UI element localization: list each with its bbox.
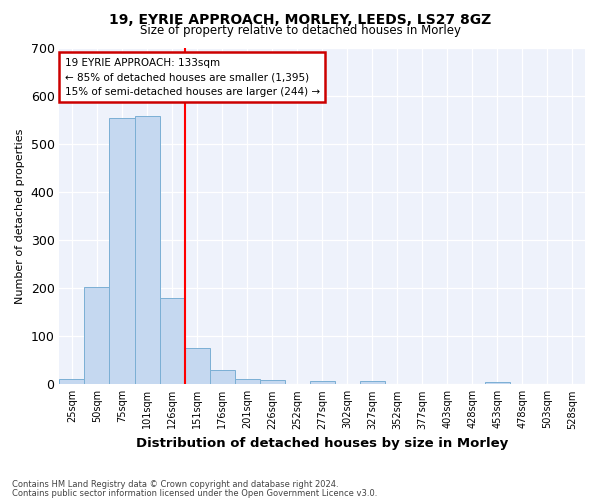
Text: 19, EYRIE APPROACH, MORLEY, LEEDS, LS27 8GZ: 19, EYRIE APPROACH, MORLEY, LEEDS, LS27 … — [109, 12, 491, 26]
Bar — [360, 381, 385, 384]
Text: Size of property relative to detached houses in Morley: Size of property relative to detached ho… — [139, 24, 461, 37]
X-axis label: Distribution of detached houses by size in Morley: Distribution of detached houses by size … — [136, 437, 508, 450]
Bar — [85, 286, 109, 384]
Bar — [485, 382, 510, 384]
Bar — [160, 298, 185, 384]
Bar — [109, 118, 134, 384]
Bar — [209, 370, 235, 384]
Text: 19 EYRIE APPROACH: 133sqm
← 85% of detached houses are smaller (1,395)
15% of se: 19 EYRIE APPROACH: 133sqm ← 85% of detac… — [65, 58, 320, 97]
Bar — [260, 380, 284, 384]
Text: Contains public sector information licensed under the Open Government Licence v3: Contains public sector information licen… — [12, 488, 377, 498]
Bar — [134, 116, 160, 384]
Text: Contains HM Land Registry data © Crown copyright and database right 2024.: Contains HM Land Registry data © Crown c… — [12, 480, 338, 489]
Bar — [59, 380, 85, 384]
Bar — [310, 381, 335, 384]
Y-axis label: Number of detached properties: Number of detached properties — [15, 128, 25, 304]
Bar — [185, 348, 209, 385]
Bar — [235, 380, 260, 384]
